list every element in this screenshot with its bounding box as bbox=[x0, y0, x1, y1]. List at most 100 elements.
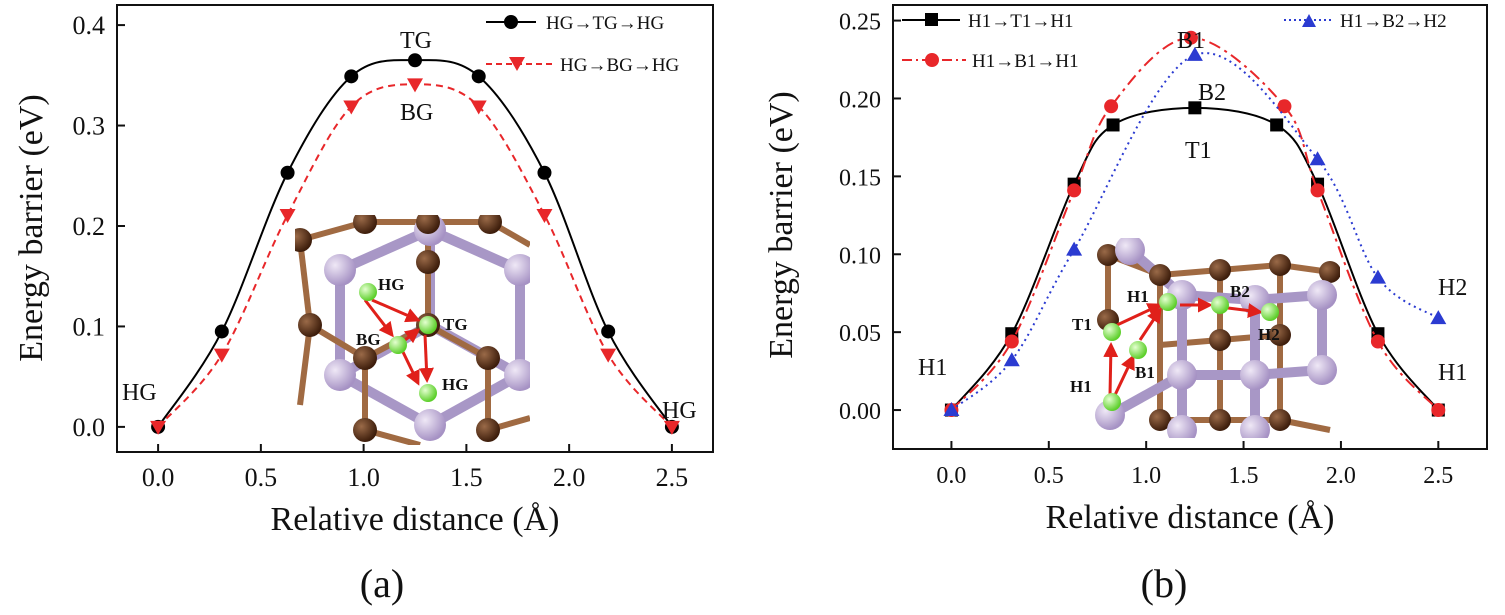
x-tick-label-b-4: 2.0 bbox=[1326, 463, 1356, 489]
legend-b-label-2: H1→B1→H1 bbox=[972, 51, 1079, 72]
data-point-a-0-3 bbox=[344, 69, 359, 84]
annot-b-h2: H2 bbox=[1438, 275, 1467, 301]
inset-a-label-bg: BG bbox=[356, 330, 381, 349]
annot-a-hg-left: HG bbox=[122, 380, 157, 406]
legend-a-marker-2 bbox=[509, 57, 525, 71]
legend-a-label-2: HG→BG→HG bbox=[560, 55, 680, 76]
y-tick-label-a-0: 0.0 bbox=[73, 413, 106, 442]
data-point-b-1-3 bbox=[1104, 99, 1119, 114]
panel-b: 0.0 0.5 1.0 1.5 2.0 2.5 0.000.050.100.150.200… bbox=[763, 4, 1488, 606]
annot-b-h1-left: H1 bbox=[918, 355, 947, 381]
series-line-b-1 bbox=[950, 36, 1440, 411]
inset-a-label-hg: HG bbox=[378, 275, 404, 294]
inset-b-label-b1: B1 bbox=[1135, 363, 1155, 382]
panel-a: 0.0 0.5 1.0 1.5 2.0 2.5 0.0 0.1 0.2 0.3 0.4 bbox=[13, 4, 714, 606]
data-point-b-2-2 bbox=[1066, 241, 1083, 256]
x-tick-label-a-5: 2.5 bbox=[656, 463, 689, 492]
data-point-b-0-5 bbox=[1270, 118, 1284, 132]
x-tick-label-b-1: 0.5 bbox=[1034, 463, 1064, 489]
annot-a-bg: BG bbox=[400, 100, 433, 126]
data-point-a-1-2 bbox=[279, 208, 296, 223]
y-tick-label-b-5: 0.25 bbox=[839, 10, 881, 36]
data-point-b-2-6 bbox=[1430, 310, 1447, 325]
y-tick-label-b-1: 0.05 bbox=[839, 321, 881, 347]
legend-b-marker-2 bbox=[925, 53, 939, 67]
data-point-a-0-1 bbox=[214, 324, 229, 339]
data-point-b-1-7 bbox=[1370, 334, 1385, 349]
y-axis-label-a: Energy barrier (eV) bbox=[13, 94, 50, 361]
data-point-b-1-6 bbox=[1310, 183, 1325, 198]
y-tick-label-b-3: 0.15 bbox=[839, 165, 881, 191]
y-tick-label-b-4: 0.20 bbox=[839, 87, 881, 113]
data-point-a-1-3 bbox=[343, 100, 360, 115]
data-point-b-2-5 bbox=[1369, 269, 1386, 284]
y-ticks-a: 0.0 0.1 0.2 0.3 0.4 bbox=[73, 11, 125, 442]
data-point-a-1-4 bbox=[407, 78, 423, 93]
legend-b-marker-3 bbox=[1302, 14, 1316, 27]
data-point-b-0-4 bbox=[1188, 101, 1202, 115]
legend-b-label-1: H1→T1→H1 bbox=[968, 11, 1074, 32]
annot-a-hg-right: HG bbox=[662, 398, 697, 424]
legend-a-marker-1 bbox=[504, 15, 518, 29]
series-layer-b bbox=[943, 30, 1447, 418]
data-point-a-0-5 bbox=[471, 69, 486, 84]
y-tick-label-a-3: 0.3 bbox=[73, 112, 106, 141]
inset-b-label-b2: B2 bbox=[1230, 282, 1250, 301]
data-point-a-1-8 bbox=[663, 420, 680, 435]
data-point-b-2-0 bbox=[943, 402, 960, 417]
legend-a-label-1: HG→TG→HG bbox=[546, 13, 664, 34]
x-tick-label-a-0: 0.0 bbox=[142, 463, 175, 492]
y-axis-label-b: Energy barrier (eV) bbox=[763, 91, 800, 358]
annot-b-b1: B1 bbox=[1177, 28, 1205, 54]
inset-b-label-h1-top: H1 bbox=[1127, 287, 1149, 306]
y-tick-label-b-0: 0.00 bbox=[839, 399, 881, 425]
data-point-b-1-5 bbox=[1277, 99, 1292, 114]
data-point-a-0-7 bbox=[601, 324, 616, 339]
data-point-a-1-1 bbox=[213, 348, 230, 363]
data-point-b-1-2 bbox=[1067, 183, 1082, 198]
legend-a: HG→TG→HG HG→BG→HG bbox=[486, 13, 680, 76]
y-tick-label-a-1: 0.1 bbox=[73, 312, 106, 341]
y-tick-label-b-2: 0.10 bbox=[839, 243, 881, 269]
inset-a-label-tg: TG bbox=[443, 315, 468, 334]
data-point-a-1-0 bbox=[150, 420, 167, 435]
data-point-b-1-8 bbox=[1431, 403, 1446, 418]
annot-b-b2: B2 bbox=[1198, 80, 1226, 106]
data-point-a-0-6 bbox=[537, 165, 552, 180]
structure-inset-a: HG BG TG HG bbox=[295, 215, 530, 445]
y-ticks-b: 0.00 0.05 0.10 0.15 0.20 0.25 bbox=[839, 10, 901, 425]
data-point-b-2-1 bbox=[1003, 352, 1020, 367]
x-ticks-a: 0.0 0.5 1.0 1.5 2.0 2.5 bbox=[142, 444, 688, 492]
x-tick-label-a-2: 1.0 bbox=[347, 463, 380, 492]
series-line-b-2 bbox=[950, 52, 1439, 411]
data-point-a-0-2 bbox=[280, 165, 295, 180]
panel-label-b: (b) bbox=[1141, 561, 1188, 606]
x-tick-label-b-0: 0.0 bbox=[936, 463, 966, 489]
y-tick-label-a-4: 0.4 bbox=[73, 11, 106, 40]
data-point-a-1-5 bbox=[470, 100, 487, 115]
y-tick-label-a-2: 0.2 bbox=[73, 212, 106, 241]
series-layer-a bbox=[150, 53, 680, 435]
inset-a-label-hg-2: HG bbox=[442, 375, 468, 394]
inset-b-label-h2: H2 bbox=[1258, 325, 1280, 344]
plot-frame-b bbox=[892, 4, 1488, 450]
data-point-b-1-4 bbox=[1183, 30, 1198, 45]
x-axis-label-a: Relative distance (Å) bbox=[271, 501, 560, 538]
x-ticks-b: 0.0 0.5 1.0 1.5 2.0 2.5 bbox=[936, 441, 1453, 489]
data-point-b-2-3 bbox=[1186, 46, 1203, 61]
panel-label-a: (a) bbox=[360, 561, 404, 606]
x-tick-label-a-1: 0.5 bbox=[245, 463, 278, 492]
legend-b: H1→T1→H1 H1→B1→H1 H1→B2→H2 bbox=[902, 11, 1447, 72]
annot-b-t1: T1 bbox=[1185, 138, 1212, 164]
x-tick-label-b-3: 1.5 bbox=[1229, 463, 1259, 489]
plot-frame-a bbox=[116, 4, 714, 453]
structure-inset-b: H1 B2 T1 H2 H1 B1 bbox=[1070, 238, 1340, 438]
annot-b-h1-right: H1 bbox=[1438, 360, 1467, 386]
data-point-b-2-4 bbox=[1309, 151, 1326, 166]
x-tick-label-a-4: 2.0 bbox=[553, 463, 586, 492]
inset-b-label-h1-bottom: H1 bbox=[1070, 377, 1092, 396]
legend-b-label-3: H1→B2→H2 bbox=[1340, 11, 1447, 32]
x-tick-label-a-3: 1.5 bbox=[450, 463, 483, 492]
x-tick-label-b-2: 1.0 bbox=[1131, 463, 1161, 489]
